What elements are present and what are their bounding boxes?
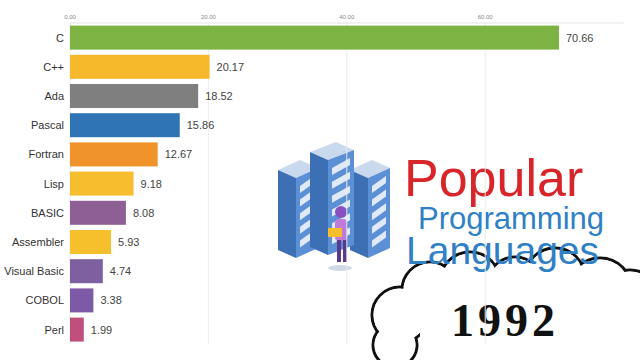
- year-label: 1992: [451, 295, 559, 346]
- server-side: [278, 170, 296, 258]
- category-label: C++: [43, 61, 64, 73]
- bar: [70, 142, 158, 166]
- server-side: [310, 152, 328, 255]
- tick-label: 40.00: [339, 14, 355, 20]
- category-label: Perl: [44, 324, 64, 336]
- tick-label: 0.00: [64, 14, 76, 20]
- data-label: 20.17: [217, 61, 245, 73]
- server-slot: [372, 230, 386, 247]
- bar: [70, 172, 134, 196]
- person-leg: [337, 240, 341, 262]
- server-illustration: [278, 142, 390, 271]
- category-label: Fortran: [29, 148, 64, 160]
- bar: [70, 318, 84, 342]
- data-label: 12.67: [165, 148, 193, 160]
- bar: [70, 55, 210, 79]
- labels: C 70.66 C++ 20.17 Ada 18.52 Pascal 15.86 Fortran…: [4, 32, 593, 336]
- data-label: 5.93: [118, 236, 139, 248]
- category-label: C: [56, 32, 64, 44]
- category-label: Visual Basic: [4, 265, 64, 277]
- title: Languages: [406, 229, 599, 272]
- category-label: BASIC: [31, 207, 64, 219]
- data-label: 1.99: [91, 324, 112, 336]
- bar: [70, 84, 198, 108]
- person-head: [335, 206, 347, 218]
- server-slot: [372, 217, 386, 234]
- server-slot: [372, 190, 386, 207]
- data-label: 4.74: [110, 265, 131, 277]
- category-label: Pascal: [31, 119, 64, 131]
- category-label: COBOL: [25, 294, 64, 306]
- grid-line: [346, 23, 347, 344]
- data-label: 3.38: [100, 294, 121, 306]
- grid-line: [485, 23, 486, 344]
- server-tower: [350, 160, 390, 258]
- data-label: 8.08: [133, 207, 154, 219]
- tick-label: 60.00: [478, 14, 494, 20]
- data-label: 70.66: [566, 32, 594, 44]
- tick-label: 20.00: [201, 14, 217, 20]
- data-label: 15.86: [187, 119, 215, 131]
- title: Popular: [404, 149, 583, 207]
- server-front: [328, 150, 354, 255]
- category-label: Assembler: [12, 236, 64, 248]
- chart-svg: PopularProgrammingLanguages19920.0020.00…: [0, 0, 640, 360]
- bars: [70, 26, 559, 342]
- server-slot: [372, 176, 386, 193]
- data-label: 18.52: [205, 90, 233, 102]
- cloud-fill: [375, 325, 416, 360]
- bar: [70, 113, 180, 137]
- chart-root: PopularProgrammingLanguages19920.0020.00…: [0, 0, 640, 360]
- shadow: [328, 265, 352, 271]
- x-axis: 0.00 20.00 40.00 60.00: [64, 14, 623, 344]
- data-label: 9.18: [141, 178, 162, 190]
- category-label: Lisp: [44, 178, 64, 190]
- background: [0, 0, 640, 360]
- server-front: [368, 168, 390, 258]
- bar: [70, 201, 126, 225]
- laptop: [328, 228, 342, 237]
- server-tower: [310, 142, 354, 255]
- category-label: Ada: [44, 90, 64, 102]
- bar: [70, 230, 111, 254]
- bar: [70, 26, 559, 50]
- server-slot: [372, 203, 386, 220]
- bar: [70, 259, 103, 283]
- bar: [70, 288, 93, 312]
